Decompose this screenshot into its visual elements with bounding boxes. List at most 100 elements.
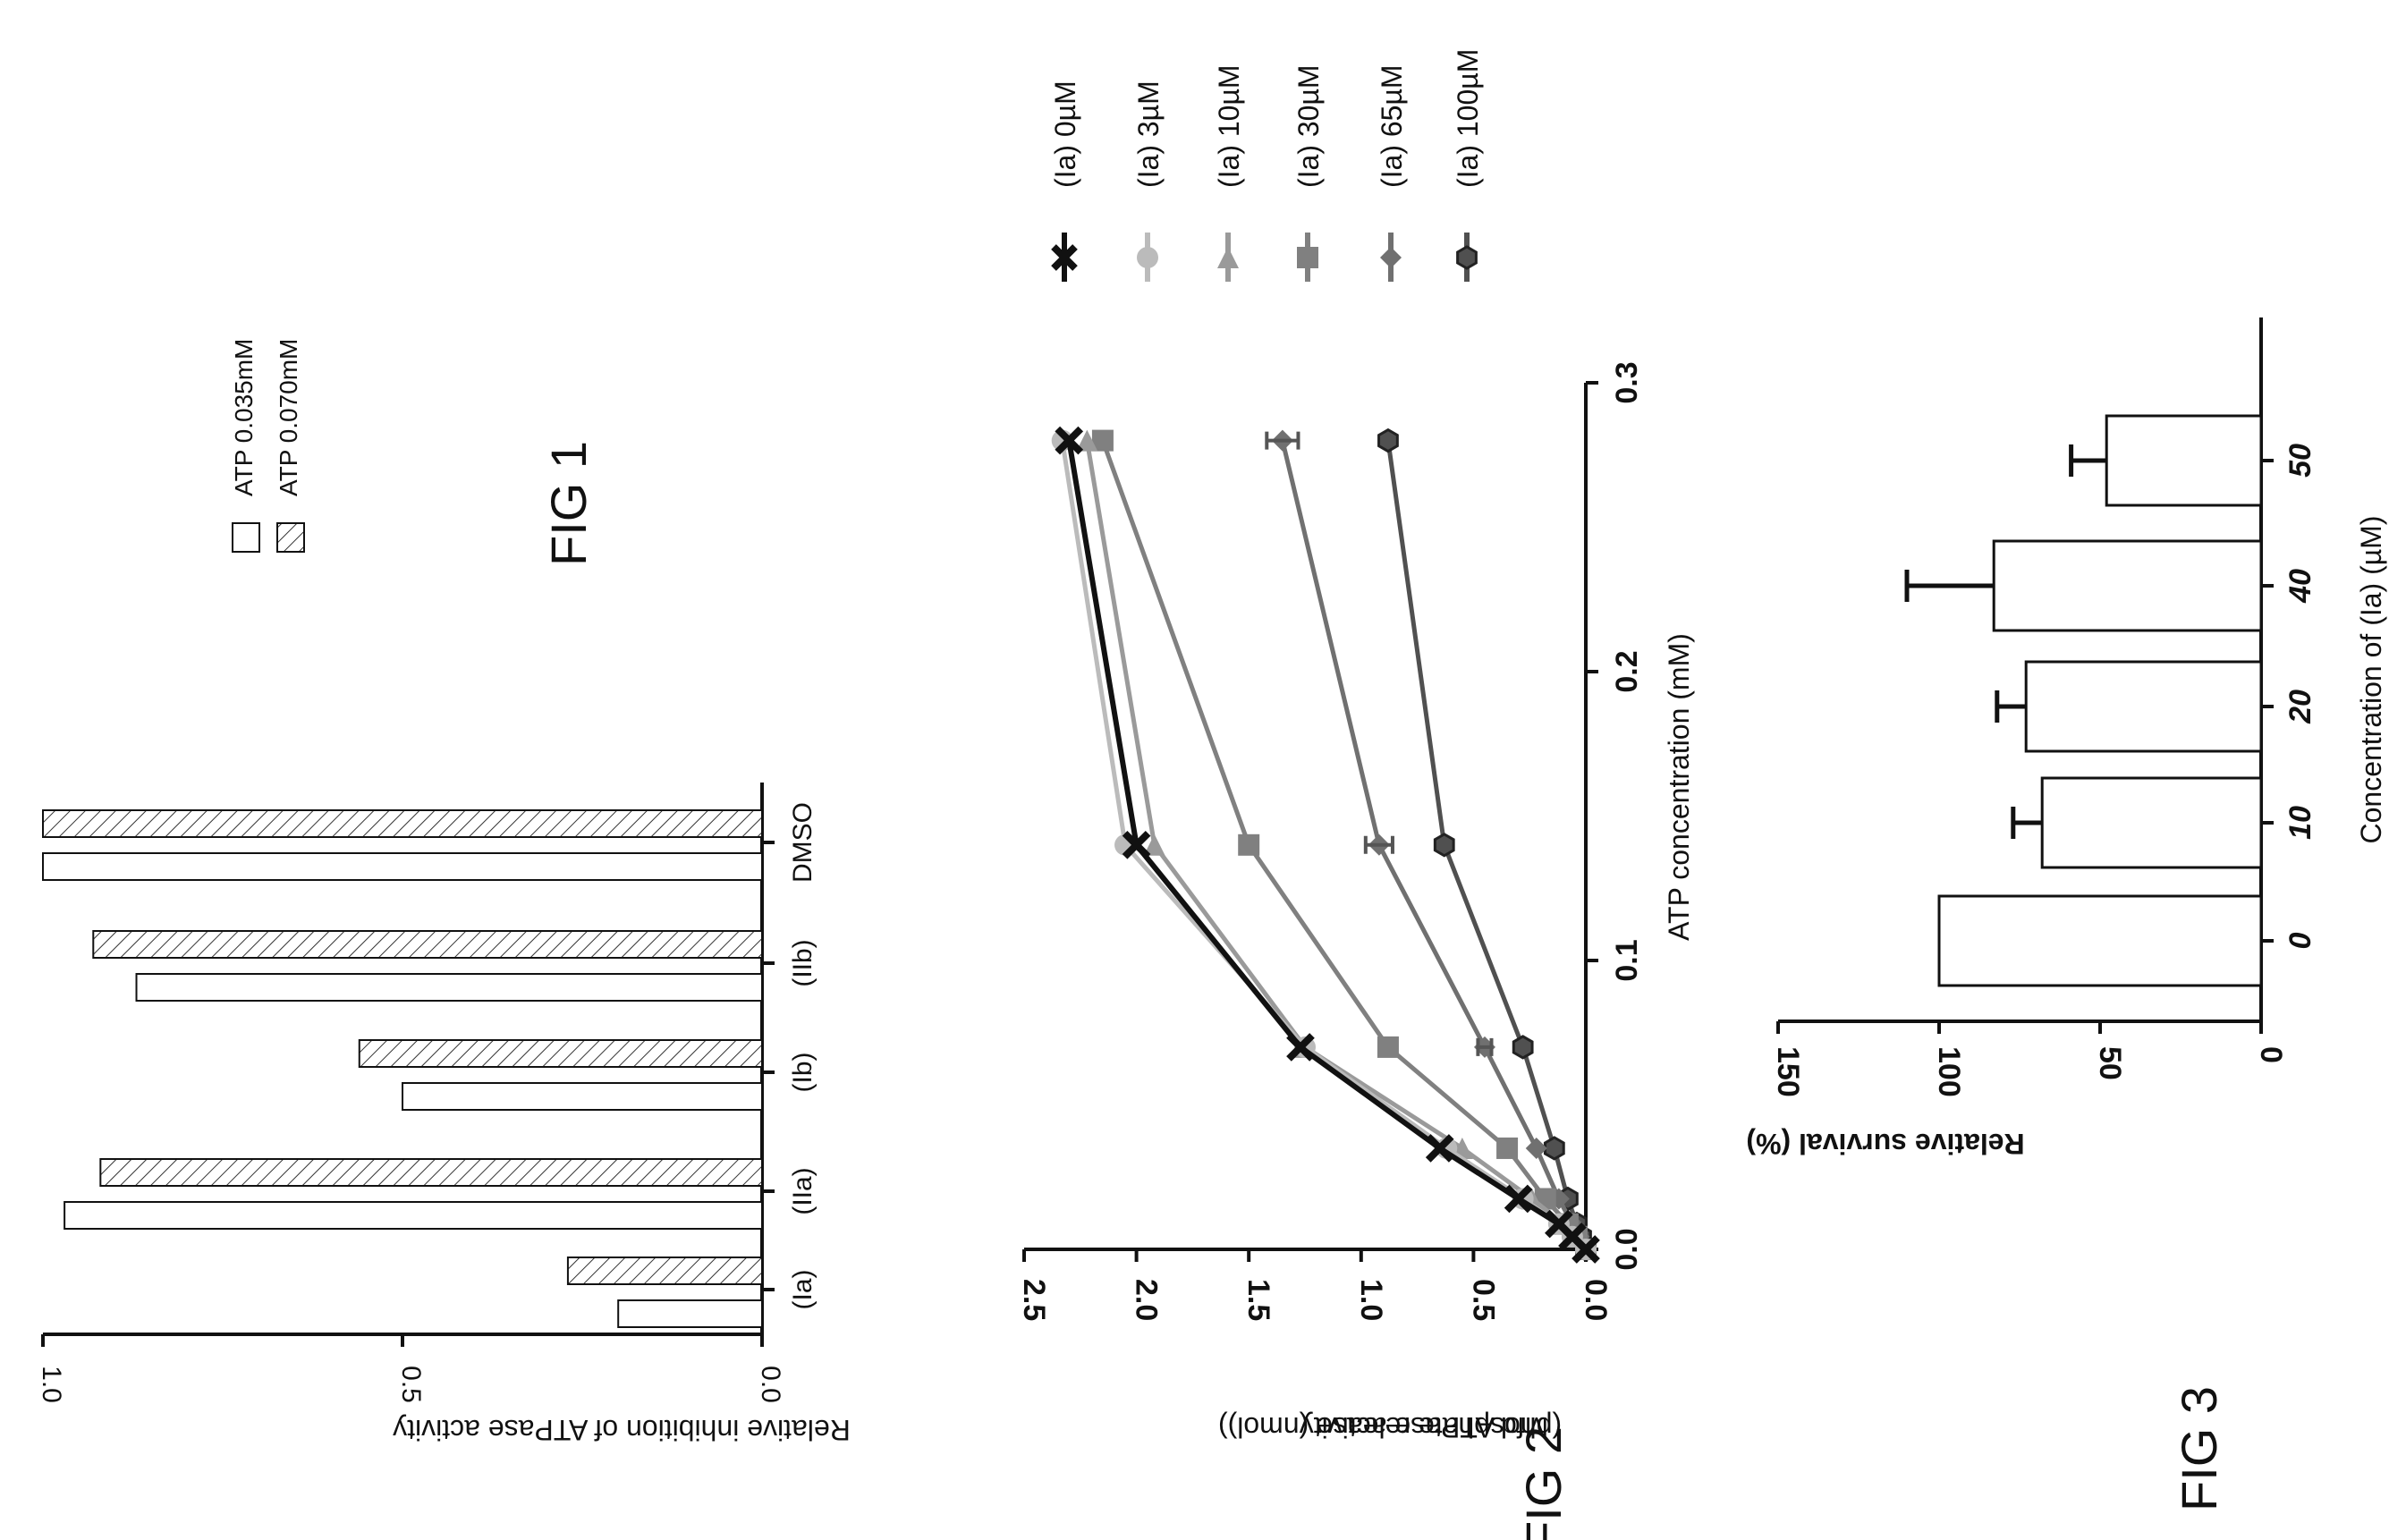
fig2-marker-square [1496, 1137, 1519, 1159]
fig3-error-bar [1995, 690, 2027, 723]
fig2-legend: (Ia) 0µM (Ia) 3µM (Ia) 10µM (Ia) 30µM (Ia) 6… [1049, 49, 1484, 282]
fig1-legend-swatch-hatched [276, 522, 305, 553]
fig2-marker-x [1425, 1134, 1454, 1163]
fig3-category-label: 10 [2283, 806, 2317, 840]
fig2-marker-triangle [1217, 247, 1239, 268]
fig2-marker-x [1504, 1184, 1533, 1214]
fig1-category-label: (IIb) [788, 939, 818, 986]
fig2-y-tick-label: 1.0 [1354, 1279, 1388, 1321]
fig2-marker-x [1286, 1033, 1315, 1062]
fig1-bar [92, 930, 763, 959]
fig2-ylabel-line2: (phosphate release (nmol)) [1218, 1411, 1562, 1443]
fig2-caption: FIG 2 [1515, 1426, 1572, 1540]
fig2-legend-label: (Ia) 30µM [1292, 64, 1325, 188]
fig2-error-bar [1265, 431, 1300, 450]
fig2-marker-x [1122, 830, 1151, 859]
fig2-marker-square [1377, 1036, 1399, 1058]
fig2-series-line [1084, 440, 1588, 1251]
fig1-chart: (Ia) (IIa) (Ib) (IIb) DMSO 0.0 0.5 1.0 Relative… [37, 339, 851, 1446]
fig1-value-label: 0.0 [756, 1366, 785, 1403]
fig2-xlabel: ATP concentration (mM) [1663, 633, 1695, 941]
fig2-marker-x [1051, 244, 1078, 271]
fig3-error-bar [1904, 570, 1995, 602]
fig2-marker-hexagon [1512, 1035, 1534, 1060]
fig1-value-label: 0.5 [396, 1366, 426, 1403]
fig2-chart: 0.0 0.5 1.0 1.5 2.0 2.5 0.0 0.1 0.2 0.3 ATP conce… [1017, 49, 1695, 1540]
fig2-marker-hexagon [1543, 1136, 1565, 1161]
fig3-chart: 0 10 20 40 50 0 50 100 150 Relative survival (%)… [1746, 317, 2387, 1511]
fig2-y-tick-label: 2.0 [1130, 1279, 1164, 1321]
fig1-bar [135, 973, 763, 1002]
fig1-bar [42, 809, 763, 838]
fig2-y-tick-label: 0.0 [1579, 1279, 1613, 1321]
fig2-error-bar [1476, 1037, 1494, 1056]
fig2-marker-diamond [1380, 247, 1402, 268]
fig3-bar [2024, 660, 2263, 753]
fig2-legend-label: (Ia) 0µM [1049, 80, 1081, 188]
fig2-legend-label: (Ia) 65µM [1376, 64, 1408, 188]
fig2-marker-hexagon [1377, 427, 1399, 453]
fig2-legend-label: (Ia) 3µM [1132, 80, 1165, 188]
fig2-x-tick-label: 0.0 [1610, 1228, 1644, 1270]
fig1-category-label: (Ia) [788, 1270, 818, 1310]
fig2-marker-hexagon [1456, 245, 1478, 270]
fig3-bar [1937, 894, 2263, 987]
fig3-value-label: 50 [2093, 1046, 2127, 1080]
fig2-marker-square [1238, 833, 1260, 856]
fig2-x-tick-label: 0.2 [1610, 650, 1644, 692]
fig3-bar [1992, 539, 2263, 632]
fig1-bar [42, 852, 763, 881]
fig2-x-tick-label: 0.3 [1610, 361, 1644, 403]
fig2-marker-hexagon [1433, 833, 1455, 858]
fig2-series-line [1100, 439, 1588, 1251]
fig1-bar [64, 1201, 764, 1230]
fig1-bar [617, 1299, 764, 1328]
fig1-legend-label-hatched: ATP 0.070mM [275, 339, 302, 496]
fig3-category-label: 20 [2283, 690, 2317, 724]
fig1-category-label: (Ib) [788, 1053, 818, 1093]
fig3-value-label: 0 [2254, 1046, 2288, 1063]
fig1-ylabel: Relative inhibition of ATPase activity [393, 1414, 851, 1446]
fig2-marker-x [1055, 426, 1084, 455]
fig2-marker-square [1297, 247, 1318, 268]
fig2-legend-label: (Ia) 10µM [1213, 64, 1245, 188]
fig2-marker-circle [1137, 247, 1158, 268]
fig2-y-tick-label: 2.5 [1017, 1279, 1051, 1321]
fig3-category-label: 50 [2283, 444, 2317, 478]
fig2-series [1377, 427, 1597, 1262]
fig2-marker-triangle [1076, 429, 1098, 452]
fig2-marker-triangle [1143, 833, 1165, 856]
fig3-bar [2105, 414, 2263, 507]
fig1-legend-swatch-open [232, 522, 260, 553]
fig1-caption: FIG 1 [540, 441, 597, 566]
fig3-bar [2040, 776, 2263, 869]
fig1-bar [402, 1082, 763, 1111]
fig2-y-tick-label: 1.5 [1241, 1279, 1275, 1321]
fig3-category-label: 0 [2283, 932, 2317, 949]
fig1-value-label: 1.0 [37, 1366, 66, 1403]
fig2-y-tick-label: 0.5 [1466, 1279, 1500, 1321]
fig2-error-bar [1363, 835, 1394, 854]
fig2-series [1055, 426, 1600, 1264]
fig1-legend: ATP 0.035mM ATP 0.070mM [230, 339, 305, 553]
fig3-value-label: 150 [1771, 1046, 1805, 1097]
fig1-bar [99, 1158, 763, 1187]
fig3-value-label: 100 [1932, 1046, 1966, 1097]
fig3-xlabel: Concentration of (Ia) (µM) [2355, 516, 2387, 844]
fig1-category-label: (IIa) [788, 1167, 818, 1214]
fig1-category-label: DMSO [788, 802, 818, 883]
fig2-series [1091, 429, 1597, 1260]
fig1-bar [566, 1257, 763, 1285]
fig2-legend-label: (Ia) 100µM [1452, 49, 1484, 188]
fig3-category-label: 40 [2283, 569, 2317, 604]
fig2-x-tick-label: 0.1 [1610, 939, 1644, 981]
fig2-series [1076, 429, 1597, 1260]
fig2-marker-x [1545, 1209, 1573, 1239]
fig3-error-bar [2069, 444, 2107, 477]
fig1-bar [358, 1039, 763, 1068]
fig2-ylabel-line1: Mfd ATPase activity [1300, 1411, 1549, 1443]
fig2-marker-diamond [1525, 1137, 1547, 1159]
fig3-ylabel: Relative survival (%) [1746, 1128, 2024, 1160]
